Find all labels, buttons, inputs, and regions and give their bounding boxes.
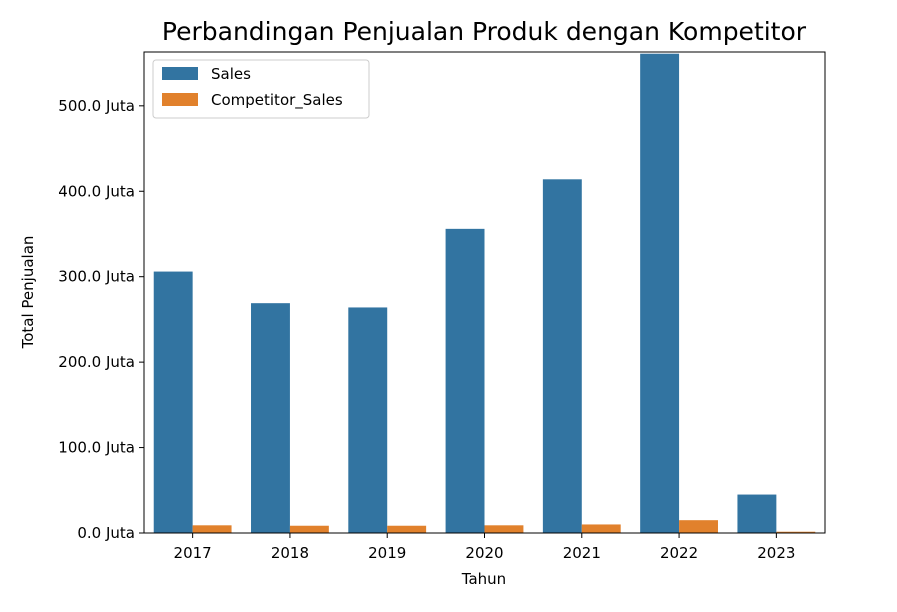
bar-sales-2018 [251,303,290,533]
y-tick-label-500: 500.0 Juta [58,97,135,115]
bar-competitor-sales-2020 [484,525,524,533]
bar-sales-2023 [737,494,777,533]
bar-sales-2021 [542,179,582,533]
x-tick-label-2022: 2022 [660,544,698,562]
bar-competitor-sales-2021 [581,524,621,533]
y-tick-label-100: 100.0 Juta [58,439,135,457]
legend-label-sales: Sales [211,65,251,83]
x-tick-label-2021: 2021 [563,544,601,562]
y-tick-label-400: 400.0 Juta [58,182,135,200]
legend-swatch-sales [162,67,198,80]
x-tick-label-2020: 2020 [465,544,503,562]
bar-competitor-sales-2019 [387,525,427,533]
legend-label-competitor-sales: Competitor_Sales [211,91,343,110]
legend: Sales Competitor_Sales [152,59,370,119]
bar-sales-2019 [348,307,388,533]
bar-competitor-sales-2022 [679,520,718,533]
bar-competitor-sales-2023 [776,531,816,533]
chart-title: Perbandingan Penjualan Produk dengan Kom… [162,17,807,46]
y-axis-label: Total Penjualan [19,236,37,350]
x-tick-label-2017: 2017 [174,544,212,562]
axes-layer: 2017 2018 2019 2020 2021 2022 2023 0.0 Juta 100.… [58,51,826,562]
x-tick-label-2019: 2019 [368,544,406,562]
y-tick-label-0: 0.0 Juta [77,524,135,542]
bar-sales-2017 [153,271,193,533]
bars-layer [153,53,816,533]
legend-swatch-competitor-sales [162,93,198,106]
bar-sales-2022 [640,53,680,533]
y-tick-label-300: 300.0 Juta [58,268,135,286]
y-tick-label-200: 200.0 Juta [58,353,135,371]
bar-competitor-sales-2018 [289,525,329,533]
x-tick-label-2018: 2018 [271,544,309,562]
x-axis-label: Tahun [461,570,506,588]
legend-box [152,59,370,119]
bar-sales-2020 [445,228,485,533]
x-tick-label-2023: 2023 [757,544,795,562]
bar-competitor-sales-2017 [192,525,232,533]
